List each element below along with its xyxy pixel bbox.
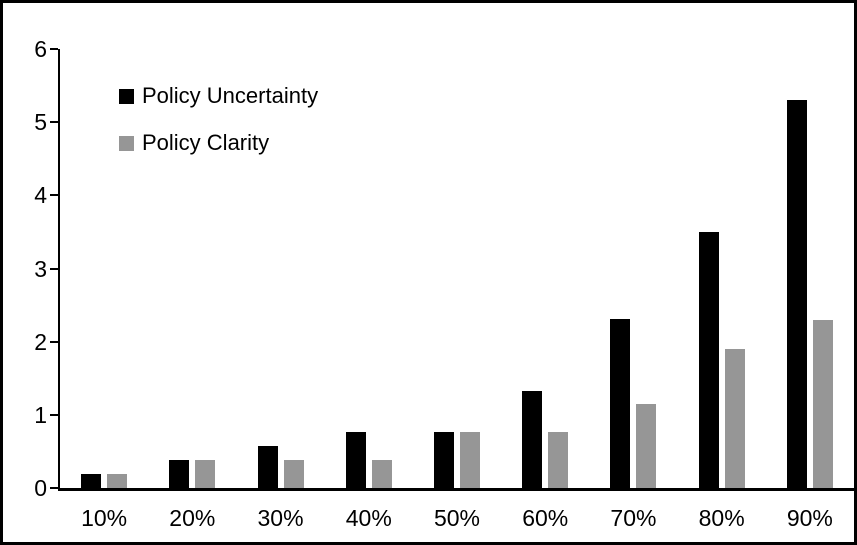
bar-policy-uncertainty-70% (610, 319, 631, 488)
legend: Policy Uncertainty Policy Clarity (119, 85, 318, 179)
x-axis-label: 40% (345, 505, 392, 531)
legend-label-policy-uncertainty: Policy Uncertainty (142, 83, 319, 108)
legend-label-policy-clarity: Policy Clarity (142, 130, 270, 155)
x-axis-label: 20% (169, 505, 216, 531)
bar-policy-clarity-70% (636, 403, 657, 488)
x-axis-label: 80% (698, 505, 745, 531)
bar-policy-uncertainty-50% (434, 431, 454, 488)
bar-policy-uncertainty-20% (169, 460, 190, 488)
x-axis-label: 30% (257, 505, 304, 531)
y-axis-tick (50, 121, 58, 124)
bar-policy-uncertainty-10% (81, 474, 102, 488)
legend-swatch-policy-uncertainty-icon (119, 88, 134, 104)
y-axis-label: 0 (34, 475, 47, 501)
y-axis-tick (50, 413, 58, 416)
x-axis-label: 10% (81, 505, 128, 531)
y-axis-label: 5 (34, 109, 47, 136)
y-axis-label: 4 (34, 182, 47, 209)
bar-policy-clarity-40% (371, 460, 392, 488)
bar-policy-uncertainty-60% (522, 390, 543, 488)
bar-policy-clarity-60% (548, 431, 569, 488)
bar-policy-clarity-10% (107, 474, 128, 488)
y-axis-label: 6 (34, 36, 47, 62)
x-axis-label: 90% (786, 505, 833, 531)
y-axis-tick (50, 340, 58, 343)
bar-policy-clarity-80% (724, 348, 745, 488)
legend-swatch-policy-clarity-icon (119, 135, 134, 151)
x-axis-label: 60% (522, 505, 569, 531)
bar-policy-uncertainty-90% (786, 100, 807, 488)
plot-area (50, 48, 854, 491)
bar-policy-clarity-90% (812, 319, 833, 488)
y-axis-label: 3 (34, 255, 47, 282)
y-axis-label: 2 (34, 328, 47, 355)
legend-item-policy-uncertainty: Policy Uncertainty (119, 85, 318, 107)
bar-policy-uncertainty-40% (345, 432, 366, 488)
x-axis-label: 50% (433, 505, 481, 531)
y-axis-tick (50, 487, 58, 489)
x-axis-label: 70% (610, 505, 657, 531)
y-axis-tick (50, 267, 58, 270)
bar-policy-clarity-50% (460, 431, 480, 488)
bar-policy-clarity-30% (283, 460, 304, 488)
bar-policy-clarity-20% (195, 460, 216, 488)
legend-item-policy-clarity: Policy Clarity (119, 132, 318, 154)
y-axis-tick (50, 48, 58, 50)
bar-policy-uncertainty-80% (698, 231, 719, 488)
bar-policy-uncertainty-30% (257, 446, 278, 488)
y-axis-tick (50, 194, 58, 197)
y-axis-label: 1 (34, 401, 47, 428)
